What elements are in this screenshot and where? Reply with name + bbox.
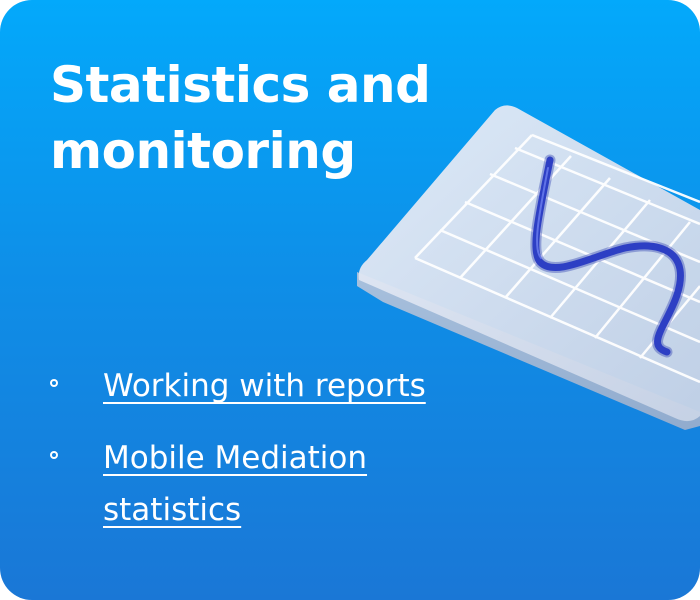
bullet-circle-icon <box>50 451 58 459</box>
list-item: Working with reports <box>48 360 468 412</box>
working-with-reports-link[interactable]: Working with reports <box>103 368 426 404</box>
bullet-circle-icon <box>50 379 58 387</box>
mobile-mediation-statistics-link[interactable]: Mobile Mediation statistics <box>103 440 368 528</box>
chart-grid-illustration <box>357 105 700 430</box>
card-title: Statistics and monitoring <box>50 56 431 180</box>
list-item: Mobile Mediation statistics <box>48 432 468 536</box>
link-list: Working with reports Mobile Mediation st… <box>48 360 468 556</box>
